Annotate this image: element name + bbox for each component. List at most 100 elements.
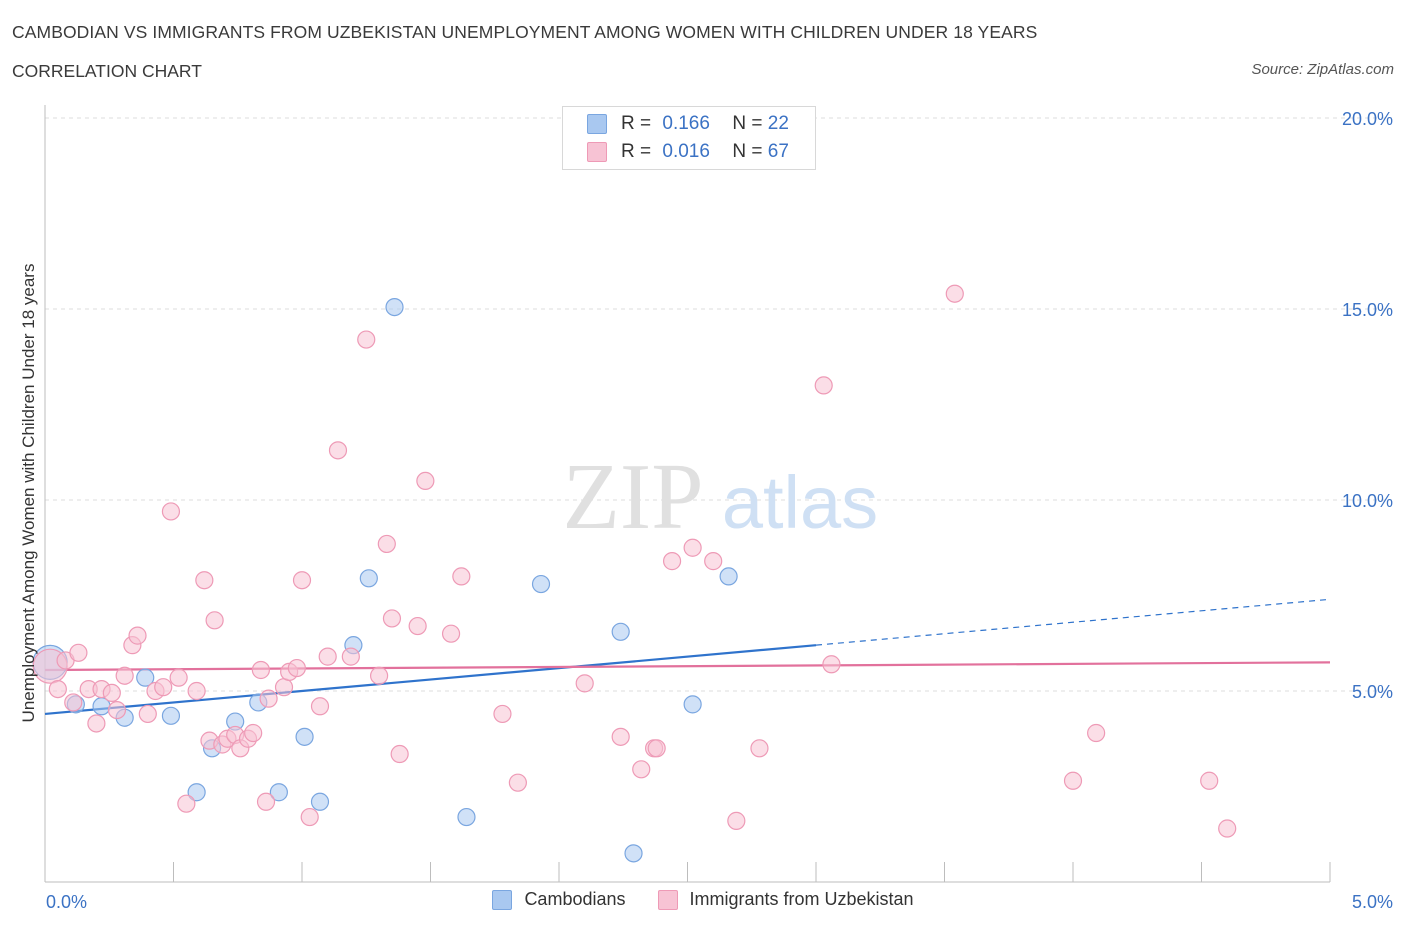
uzbekistan-point — [1087, 723, 1106, 743]
uzbekistan-point — [64, 693, 83, 712]
uzbekistan-point — [1063, 771, 1083, 790]
uzbekistan-point — [341, 647, 360, 666]
uzbekistan-point — [205, 611, 224, 630]
legend-r-value: 0.016 — [662, 141, 710, 162]
cambodian-point — [187, 783, 206, 802]
legend-swatch-uzbekistan — [657, 889, 678, 910]
uzbekistan-point — [1218, 819, 1237, 838]
legend-swatch-cambodians — [492, 889, 513, 910]
source-label: Source: ZipAtlas.com — [1251, 61, 1394, 78]
cambodian-trend-line — [44, 644, 817, 716]
cambodian-point — [295, 727, 314, 746]
uzbekistan-point — [169, 668, 188, 687]
legend-n-value: 67 — [767, 141, 789, 162]
uzbekistan-point — [370, 666, 389, 685]
uzbekistan-point — [441, 624, 461, 643]
legend-swatch-uzbekistan — [587, 142, 607, 162]
chart-title: CAMBODIAN VS IMMIGRANTS FROM UZBEKISTAN … — [12, 22, 1038, 42]
uzbekistan-point — [138, 704, 157, 724]
uzbekistan-point — [822, 655, 841, 674]
legend-row-cambodians: R = 0.166 N = 22 — [587, 112, 789, 136]
uzbekistan-point — [318, 647, 337, 666]
uzbekistan-point — [390, 744, 409, 764]
uzbekistan-point — [814, 376, 833, 395]
uzbekistan-point — [328, 441, 348, 460]
cambodian-point — [161, 706, 181, 725]
legend-n-label: N = — [732, 141, 763, 162]
trend-layer — [44, 598, 1331, 716]
y-tick-label: 5.0% — [1352, 682, 1393, 702]
y-tick-label: 20.0% — [1342, 109, 1393, 129]
uzbekistan-point — [87, 714, 106, 733]
uzbekistan-point — [452, 567, 471, 586]
legend-item-uzbekistan: Immigrants from Uzbekistan — [657, 889, 914, 910]
uzbekistan-point — [408, 616, 427, 636]
uzbekistan-point — [382, 609, 402, 628]
uzbekistan-point — [154, 678, 173, 697]
cambodian-point — [310, 792, 330, 811]
legend-label-uzbekistan: Immigrants from Uzbekistan — [689, 889, 914, 909]
uzbekistan-point — [727, 811, 746, 830]
correlation-legend: R = 0.166 N = 22 R = 0.016 N = 67 — [562, 106, 816, 170]
uzbekistan-point — [632, 760, 651, 779]
uzbekistan-point — [575, 674, 594, 693]
cambodian-point — [457, 807, 476, 827]
uzbekistan-point — [416, 471, 435, 490]
watermark: ZIP atlas — [563, 445, 879, 549]
legend-row-uzbekistan: R = 0.016 N = 67 — [587, 140, 789, 164]
uzbekistan-point — [107, 700, 127, 720]
legend-n-value: 22 — [767, 113, 789, 134]
uzbekistan-point — [508, 773, 527, 792]
uzbekistan-point — [274, 678, 294, 697]
cambodian-point — [683, 695, 702, 714]
cambodian-point — [136, 668, 155, 687]
chart-subtitle: CORRELATION CHART — [12, 61, 202, 81]
uzbekistan-point — [128, 626, 147, 645]
cambodian-point — [719, 567, 738, 586]
uzbekistan-point — [647, 739, 666, 758]
cambodian-point — [624, 844, 643, 863]
uzbekistan-point — [256, 792, 276, 811]
legend-label-cambodians: Cambodians — [524, 889, 626, 909]
watermark-zip: ZIP — [563, 445, 704, 549]
legend-r-label: R = — [621, 141, 652, 162]
uzbekistan-point — [115, 666, 134, 685]
grid-layer — [45, 117, 1392, 692]
uzbekistan-point — [611, 727, 630, 746]
y-tick-label: 10.0% — [1342, 491, 1393, 511]
uzbekistan-point — [195, 571, 214, 590]
uzbekistan-point — [493, 704, 512, 724]
x-tick-label: 0.0% — [46, 892, 87, 912]
uzbekistan-point — [161, 502, 181, 521]
series-legend: Cambodians Immigrants from Uzbekistan — [0, 889, 1406, 910]
legend-item-cambodians: Cambodians — [492, 889, 626, 910]
uzbekistan-point — [300, 807, 319, 827]
y-axis-label: Unemployment Among Women with Children U… — [19, 264, 38, 723]
axis-layer — [44, 105, 1331, 883]
cambodian-trend-extension — [815, 598, 1331, 646]
cambodian-point — [269, 783, 288, 802]
cambodian-point — [611, 622, 630, 641]
uzbekistan-point — [1200, 771, 1219, 790]
points-layer — [32, 284, 1237, 863]
uzbekistan-point — [704, 552, 723, 571]
uzbekistan-point — [251, 660, 270, 680]
uzbekistan-point — [945, 284, 964, 303]
tick-label-layer: 5.0% 10.0% 15.0% 20.0% 0.0% 5.0% — [46, 109, 1393, 912]
uzbekistan-point — [292, 571, 312, 590]
uzbekistan-trend-line — [44, 661, 1331, 672]
uzbekistan-point — [377, 534, 396, 554]
uzbekistan-point — [662, 552, 682, 571]
legend-r-label: R = — [621, 113, 652, 134]
uzbekistan-point — [287, 658, 306, 678]
watermark-atlas: atlas — [722, 461, 878, 544]
uzbekistan-point — [683, 538, 702, 557]
uzbekistan-point — [102, 683, 121, 703]
uzbekistan-point — [48, 679, 67, 699]
legend-n-label: N = — [732, 113, 763, 134]
legend-swatch-cambodians — [587, 114, 607, 134]
cambodian-point — [359, 569, 378, 588]
uzbekistan-point — [187, 681, 206, 701]
legend-r-value: 0.166 — [662, 113, 710, 134]
